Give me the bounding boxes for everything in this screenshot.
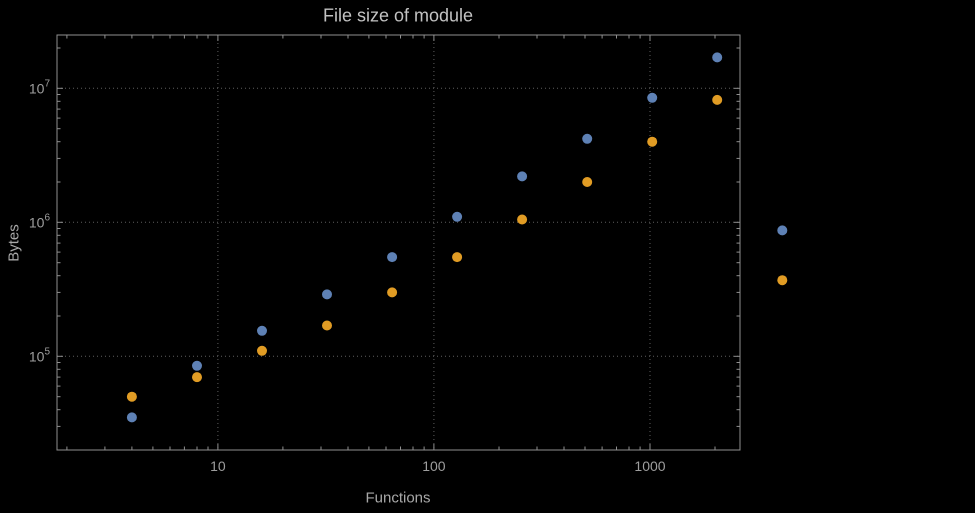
tick-marks	[57, 35, 740, 451]
y-tick-label: 107	[29, 78, 51, 96]
data-point-series-1	[126, 412, 137, 423]
data-point-series-1	[582, 133, 593, 144]
data-point-series-2	[387, 287, 398, 298]
data-point-series-1	[322, 289, 332, 300]
data-point-series-2	[322, 320, 332, 331]
data-point-series-2	[582, 177, 593, 187]
x-axis-label: Functions	[365, 489, 431, 507]
gridlines	[57, 35, 740, 450]
data-point-series-1	[777, 225, 788, 236]
data-point-series-2	[192, 372, 202, 383]
y-tick-label: 105	[29, 346, 51, 364]
data-point-series-1	[192, 360, 202, 371]
x-tick-label: 100	[422, 458, 446, 474]
data-point-series-1	[517, 171, 528, 182]
tick-labels: 10 100 1000 105 106 107	[29, 78, 666, 474]
plot-frame	[56, 34, 741, 451]
data-point-series-2	[647, 136, 658, 147]
data-point-series-2	[712, 94, 723, 105]
data-point-series-2	[452, 252, 463, 263]
data-point-series-1	[647, 92, 658, 103]
data-point-series-1	[387, 252, 398, 263]
data-point-series-1	[452, 211, 463, 222]
data-point-series-2	[517, 214, 528, 225]
data-points	[126, 52, 788, 423]
data-point-series-2	[126, 391, 137, 402]
x-tick-label: 10	[210, 458, 226, 474]
y-tick-label: 106	[29, 212, 51, 230]
data-point-series-1	[712, 52, 723, 63]
data-point-series-2	[777, 275, 788, 286]
chart-title: File size of module	[322, 5, 474, 26]
data-point-series-1	[257, 325, 267, 336]
x-tick-label: 1000	[634, 458, 665, 474]
data-point-series-2	[257, 345, 267, 356]
